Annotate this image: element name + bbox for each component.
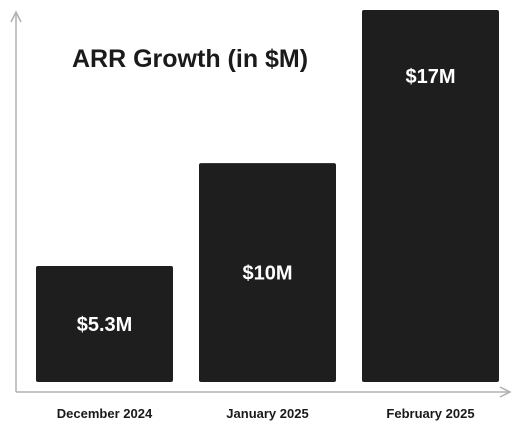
bars bbox=[36, 10, 499, 382]
bar-value-label-1: $5.3M bbox=[77, 314, 133, 336]
y-axis-arrow-icon bbox=[10, 10, 22, 23]
axes bbox=[10, 10, 512, 398]
x-tick-label-3: February 2025 bbox=[386, 406, 474, 421]
x-tick-labels: December 2024 January 2025 February 2025 bbox=[57, 406, 475, 421]
x-tick-label-2: January 2025 bbox=[226, 406, 308, 421]
bar-value-label-2: $10M bbox=[242, 263, 292, 285]
chart-title: ARR Growth (in $M) bbox=[72, 45, 308, 73]
bar-value-label-3: $17M bbox=[405, 66, 455, 88]
bar-1 bbox=[36, 266, 173, 382]
x-tick-label-1: December 2024 bbox=[57, 406, 153, 421]
bar-3 bbox=[362, 10, 499, 382]
x-axis-arrow-icon bbox=[499, 386, 512, 398]
bar-2 bbox=[199, 163, 336, 382]
data-labels: $5.3M $10M $17M bbox=[77, 66, 456, 336]
